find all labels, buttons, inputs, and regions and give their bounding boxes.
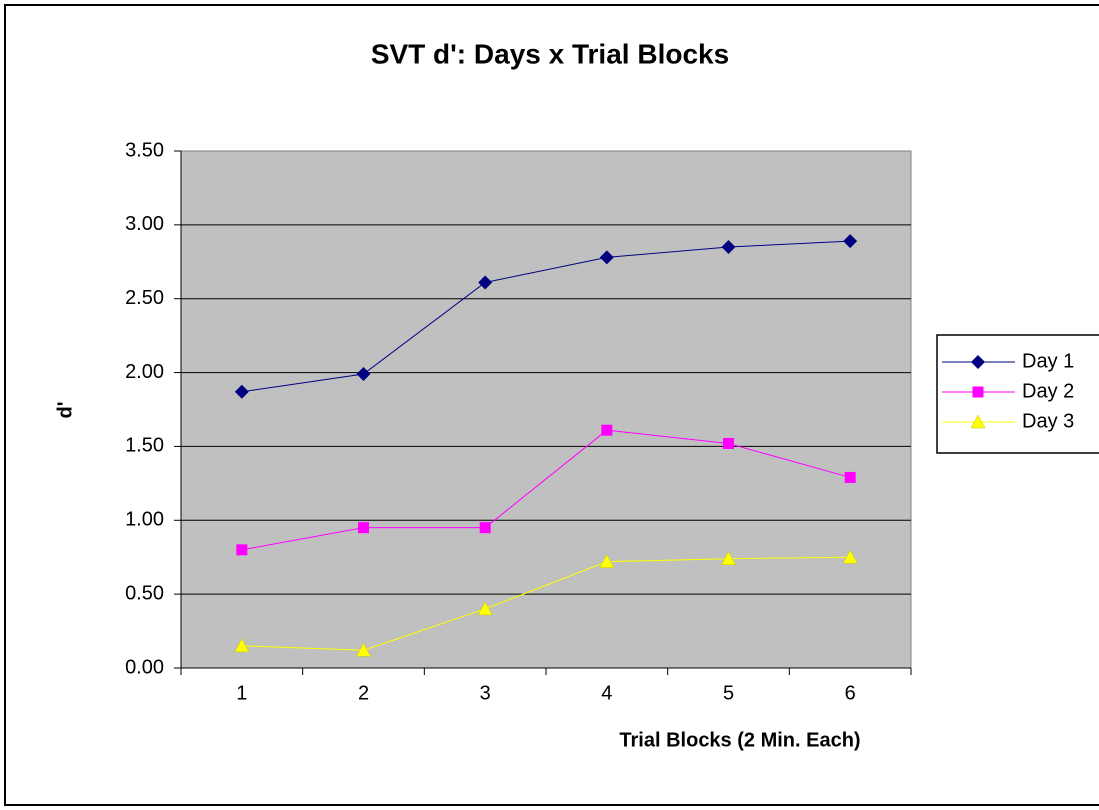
x-axis-label: Trial Blocks (2 Min. Each) [619, 729, 860, 751]
marker [971, 355, 985, 369]
x-tick-label: 3 [480, 682, 491, 704]
marker [721, 240, 736, 255]
marker [356, 642, 371, 657]
marker [601, 424, 613, 436]
series-line [241, 240, 851, 393]
marker [843, 234, 858, 249]
marker [721, 551, 736, 565]
marker [236, 544, 248, 556]
marker [234, 638, 250, 653]
legend-label: Day 1 [1022, 350, 1074, 372]
series-line [241, 556, 851, 651]
y-tick-label: 3.50 [125, 139, 164, 161]
marker [844, 471, 856, 483]
y-tick-label: 0.50 [125, 582, 164, 604]
marker [972, 386, 984, 398]
marker [356, 367, 371, 382]
y-tick-label: 1.00 [125, 509, 164, 531]
legend-label: Day 3 [1022, 410, 1074, 432]
marker [970, 414, 986, 429]
marker [478, 275, 493, 290]
y-tick-label: 2.50 [125, 287, 164, 309]
x-tick-label: 4 [601, 682, 612, 704]
x-tick-label: 2 [358, 682, 369, 704]
y-tick-label: 1.50 [125, 435, 164, 457]
x-tick-label: 6 [845, 682, 856, 704]
y-tick-label: 2.00 [125, 361, 164, 383]
plot-area [180, 150, 912, 669]
marker [479, 522, 491, 534]
y-tick-label: 0.00 [125, 656, 164, 678]
marker [723, 437, 734, 449]
x-tick-label: 5 [723, 682, 734, 704]
legend-box [936, 334, 1099, 454]
marker [477, 601, 493, 616]
legend-label: Day 2 [1022, 380, 1074, 402]
marker [842, 549, 858, 564]
marker [599, 554, 615, 568]
marker [358, 522, 369, 534]
chart-title: SVT d': Days x Trial Blocks [371, 38, 729, 69]
series-line [241, 429, 851, 551]
y-tick-label: 3.00 [125, 213, 164, 235]
y-axis-label: d' [54, 402, 76, 419]
x-tick-label: 1 [236, 682, 247, 704]
marker [599, 250, 614, 265]
marker [234, 384, 249, 399]
